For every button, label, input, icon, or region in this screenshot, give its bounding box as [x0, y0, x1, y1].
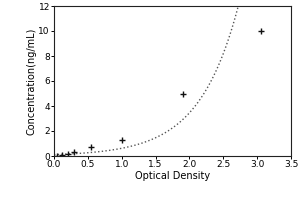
Y-axis label: Concentration(ng/mL): Concentration(ng/mL)	[27, 27, 37, 135]
X-axis label: Optical Density: Optical Density	[135, 171, 210, 181]
